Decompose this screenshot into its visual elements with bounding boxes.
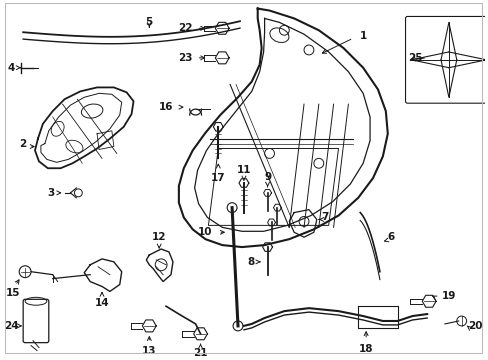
Text: 5: 5 [145,17,153,27]
Text: 22: 22 [178,23,192,33]
Text: 3: 3 [47,188,54,198]
Text: 14: 14 [95,298,109,308]
Text: 4: 4 [8,63,15,73]
Text: 17: 17 [210,173,225,183]
Text: 18: 18 [358,344,373,354]
Text: 25: 25 [407,53,422,63]
Text: 12: 12 [152,232,166,242]
Text: 9: 9 [264,172,270,182]
Text: 21: 21 [193,348,207,357]
Text: 24: 24 [4,321,19,331]
Text: 20: 20 [468,321,482,331]
Text: 16: 16 [158,102,173,112]
Text: 10: 10 [198,227,212,237]
Text: 23: 23 [178,53,192,63]
Text: 15: 15 [6,288,20,298]
Text: 1: 1 [360,31,366,41]
Text: 19: 19 [441,291,455,301]
Text: 8: 8 [247,257,254,267]
Text: 11: 11 [236,165,251,175]
Text: 7: 7 [320,212,327,222]
Text: 6: 6 [387,232,394,242]
Text: 2: 2 [20,139,27,149]
Text: 13: 13 [142,346,156,356]
